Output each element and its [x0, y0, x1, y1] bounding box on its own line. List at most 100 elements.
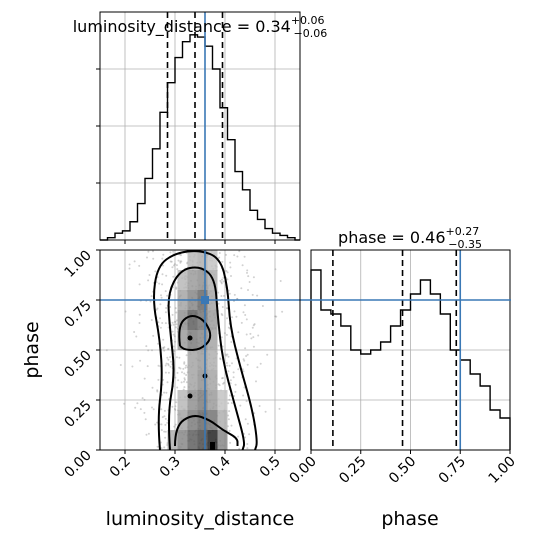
phase-x-tick-label-3: 0.75 [436, 454, 469, 487]
scatter-sample [230, 341, 233, 343]
scatter-sample [255, 380, 257, 383]
phase-title-name: phase [338, 228, 386, 247]
scatter-sample [183, 386, 186, 389]
phase-marginal-grid [310, 250, 511, 450]
scatter-sample [242, 394, 245, 397]
scatter-sample [259, 362, 262, 365]
scatter-sample [219, 358, 222, 361]
scatter-sample [175, 311, 178, 314]
scatter-sample [251, 326, 254, 329]
density-cell-35 [167, 430, 178, 450]
scatter-sample [220, 336, 223, 339]
scatter-sample [226, 307, 229, 310]
scatter-sample [230, 402, 233, 404]
scatter-sample [230, 424, 233, 427]
scatter-sample [246, 271, 248, 274]
scatter-sample [139, 408, 142, 411]
scatter-sample [162, 253, 165, 256]
density-cell-12 [187, 310, 198, 330]
density-cell-15 [177, 330, 188, 350]
scatter-sample [167, 363, 170, 365]
scatter-sample [156, 390, 159, 393]
scatter-sample [146, 256, 148, 259]
scatter-sample [231, 362, 233, 365]
density-cell-14 [207, 310, 218, 330]
scatter-sample [173, 264, 175, 267]
scatter-sample [220, 295, 223, 297]
scatter-sample [157, 364, 160, 367]
scatter-sample [173, 335, 176, 338]
density-cell-16 [187, 330, 198, 350]
scatter-sample [183, 378, 186, 381]
scatter-sample [257, 334, 260, 337]
phase-y-tick-label-0: 0.00 [61, 448, 94, 481]
contour-level-3 [178, 315, 212, 352]
scatter-sample [167, 371, 170, 374]
scatter-sample [176, 268, 179, 271]
scatter-sample [174, 409, 177, 411]
phase-y-tick-label-1: 0.25 [61, 398, 94, 431]
scatter-sample [246, 363, 249, 366]
scatter-sample [175, 287, 178, 290]
scatter-sample [175, 323, 178, 326]
scatter-sample [234, 383, 237, 386]
scatter-sample [164, 430, 167, 433]
density-cell-26 [187, 390, 198, 410]
scatter-sample [163, 346, 166, 349]
scatter-sample [227, 402, 230, 405]
scatter-sample [138, 313, 141, 316]
scatter-sample [222, 382, 225, 385]
y-axis-label-phase: phase [21, 321, 43, 378]
density-cell-3 [177, 270, 188, 290]
scatter-sample [156, 421, 159, 424]
density-cell-39 [207, 430, 218, 450]
scatter-sample [174, 340, 177, 343]
phase-title-equals: = [386, 228, 410, 247]
scatter-sample [246, 447, 249, 450]
scatter-sample [167, 348, 170, 351]
scatter-sample [150, 319, 153, 321]
scatter-sample [244, 418, 247, 421]
scatter-sample [174, 320, 177, 323]
scatter-sample [166, 356, 169, 359]
scatter-sample [154, 270, 157, 273]
scatter-sample [160, 447, 163, 450]
scatter-sample [223, 294, 225, 297]
scatter-sample [243, 386, 246, 389]
scatter-sample [183, 372, 186, 375]
scatter-sample [232, 371, 235, 374]
scatter-sample [159, 317, 161, 320]
phase-y-tick-label-4: 1.00 [61, 248, 94, 281]
luminosity-distance-title-equals: = [232, 17, 256, 36]
scatter-sample [227, 326, 230, 329]
scatter-sample [157, 342, 160, 345]
scatter-sample [238, 250, 241, 253]
scatter-sample [128, 267, 131, 270]
scatter-sample [163, 446, 166, 449]
scatter-sample [175, 401, 178, 404]
scatter-sample [179, 261, 182, 264]
density-cell-36 [177, 430, 188, 450]
scatter-sample [161, 273, 164, 276]
x-axis-label-phase: phase [381, 508, 438, 530]
scatter-sample [150, 295, 153, 298]
scatter-sample [176, 386, 179, 389]
density-peak-cell [210, 442, 215, 450]
distance-x-tick-label-1: 0.3 [157, 454, 184, 481]
scatter-sample [274, 268, 277, 271]
scatter-sample [156, 307, 159, 310]
scatter-sample [246, 269, 249, 272]
scatter-sample [229, 394, 231, 397]
scatter-sample [155, 308, 158, 311]
scatter-sample [167, 347, 170, 350]
scatter-sample [225, 362, 228, 364]
scatter-sample [175, 319, 178, 322]
scatter-sample [228, 292, 231, 295]
scatter-sample [185, 374, 188, 376]
scatter-sample [162, 338, 165, 341]
scatter-sample [225, 333, 228, 336]
scatter-sample [178, 356, 181, 359]
luminosity-distance-quantile-lines [166, 12, 224, 240]
peak-point-0 [187, 393, 193, 399]
